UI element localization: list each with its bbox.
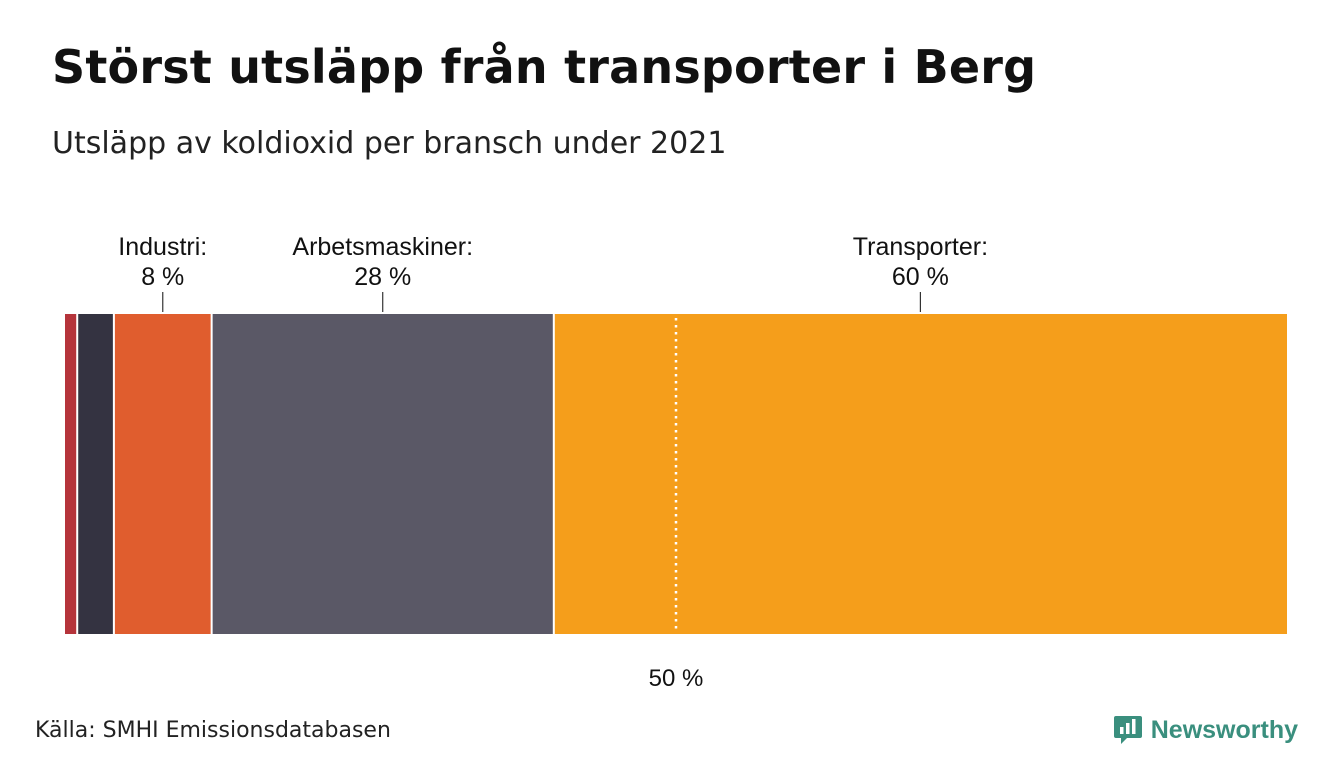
newsworthy-logo-icon xyxy=(1113,716,1142,744)
bar-segment-3 xyxy=(114,314,211,634)
chart-title: Störst utsläpp från transporter i Berg xyxy=(52,40,1037,94)
bar-segment-5 xyxy=(554,314,1287,634)
bar-segment-2 xyxy=(78,314,113,634)
brand-name: Newsworthy xyxy=(1150,715,1298,744)
segment-label-3: Industri: xyxy=(118,233,207,261)
source-note: Källa: SMHI Emissionsdatabasen xyxy=(35,718,391,743)
chart-subtitle: Utsläpp av koldioxid per bransch under 2… xyxy=(52,126,727,161)
newsworthy-logo: Newsworthy xyxy=(1113,714,1298,746)
segment-label-5: Transporter: xyxy=(853,233,988,261)
bar-segment-1 xyxy=(65,314,77,634)
bar-segment-4 xyxy=(212,314,553,634)
segment-value-label-5: 60 % xyxy=(892,263,949,291)
segment-value-label-4: 28 % xyxy=(354,263,411,291)
reference-line-label: 50 % xyxy=(649,665,704,692)
segment-value-label-3: 8 % xyxy=(141,263,184,291)
segment-label-4: Arbetsmaskiner: xyxy=(292,233,473,261)
